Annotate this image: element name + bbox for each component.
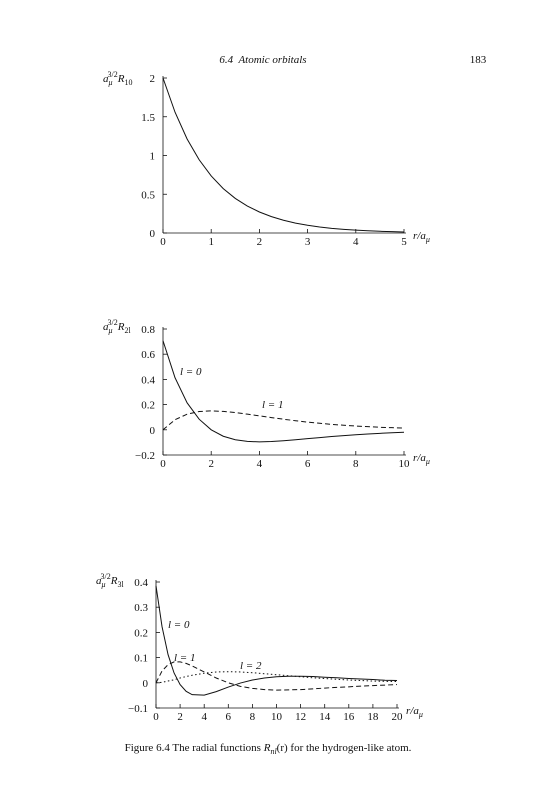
curve-label: l = 1 bbox=[262, 399, 283, 411]
y-axis-label-part: a bbox=[96, 575, 102, 587]
x-axis-label: r/aμ bbox=[413, 230, 430, 244]
x-axis-label: r/aμ bbox=[413, 452, 430, 466]
x-tick-label: 10 bbox=[271, 711, 283, 723]
curve bbox=[162, 410, 405, 431]
x-tick-label: 8 bbox=[250, 711, 256, 723]
x-tick-label: 0 bbox=[160, 236, 166, 248]
curve bbox=[155, 671, 398, 684]
y-tick-label: −0.2 bbox=[135, 450, 155, 462]
y-tick-label: 0.6 bbox=[141, 349, 155, 361]
y-tick-label: 1.5 bbox=[141, 112, 155, 124]
curve-label: l = 1 bbox=[174, 652, 195, 664]
y-axis-label: aμ3/2R10 bbox=[103, 70, 132, 87]
curve bbox=[162, 77, 405, 233]
curve-label: l = 2 bbox=[240, 660, 262, 672]
y-axis-label-part: μ bbox=[108, 78, 113, 87]
x-tick-label: 2 bbox=[257, 236, 263, 248]
y-tick-label: −0.1 bbox=[128, 703, 148, 715]
x-tick-label: 5 bbox=[401, 236, 407, 248]
x-axis-label-part: μ bbox=[425, 457, 430, 466]
figure-caption-part: for the hydrogen-like atom. bbox=[288, 742, 412, 754]
y-tick-label: 2 bbox=[150, 73, 156, 85]
y-axis-label-part: 10 bbox=[124, 78, 132, 87]
y-tick-label: 1 bbox=[150, 151, 156, 163]
x-tick-label: 6 bbox=[305, 458, 311, 470]
y-tick-label: 0.1 bbox=[134, 653, 148, 665]
x-tick-label: 1 bbox=[208, 236, 214, 248]
curve-label: l = 0 bbox=[168, 619, 190, 631]
running-head: 6.4 Atomic orbitals bbox=[219, 54, 306, 66]
y-tick-label: 0.2 bbox=[134, 627, 148, 639]
x-tick-label: 20 bbox=[392, 711, 404, 723]
y-axis-label-part: R bbox=[117, 73, 125, 85]
y-axis-label: aμ3/2R2l bbox=[103, 318, 131, 335]
x-tick-label: 4 bbox=[353, 236, 359, 248]
x-tick-label: 14 bbox=[319, 711, 331, 723]
figure-caption-part: (r) bbox=[277, 742, 288, 754]
y-tick-label: 0.5 bbox=[141, 189, 155, 201]
figure-caption-part: Figure 6.4 The radial functions bbox=[125, 742, 264, 754]
x-tick-label: 2 bbox=[208, 458, 214, 470]
y-axis-label-part: R bbox=[110, 575, 118, 587]
figure-caption: Figure 6.4 The radial functions Rnl(r) f… bbox=[125, 742, 412, 756]
y-tick-label: 0.4 bbox=[134, 577, 148, 589]
x-tick-label: 4 bbox=[201, 711, 207, 723]
x-axis-label-part: μ bbox=[425, 235, 430, 244]
y-tick-label: 0 bbox=[150, 228, 156, 240]
y-tick-label: 0.3 bbox=[134, 602, 148, 614]
curve bbox=[155, 585, 398, 696]
y-axis-label-part: 3l bbox=[117, 580, 124, 589]
x-tick-label: 2 bbox=[177, 711, 183, 723]
figure-caption-part: R bbox=[263, 742, 271, 754]
x-axis-label-part: r/a bbox=[413, 452, 426, 464]
y-axis-label-part: R bbox=[117, 321, 125, 333]
x-tick-label: 6 bbox=[226, 711, 232, 723]
x-tick-label: 0 bbox=[153, 711, 159, 723]
x-tick-label: 16 bbox=[343, 711, 355, 723]
x-axis-label-part: r/a bbox=[413, 230, 426, 242]
x-axis-label-part: μ bbox=[418, 710, 423, 719]
x-tick-label: 12 bbox=[295, 711, 306, 723]
x-axis-label-part: r/a bbox=[406, 705, 419, 717]
y-axis-label: aμ3/2R3l bbox=[96, 572, 124, 589]
curve-label: l = 0 bbox=[180, 366, 202, 378]
page-number: 183 bbox=[470, 54, 487, 66]
y-axis-label-part: 3/2 bbox=[101, 572, 111, 581]
figure-caption-part: nl bbox=[270, 747, 277, 756]
y-axis-label-part: 2l bbox=[124, 326, 131, 335]
x-tick-label: 4 bbox=[257, 458, 263, 470]
y-tick-label: 0 bbox=[143, 678, 149, 690]
y-tick-label: 0.2 bbox=[141, 400, 155, 412]
y-axis-label-part: a bbox=[103, 321, 109, 333]
y-tick-label: 0.8 bbox=[141, 324, 155, 336]
curve bbox=[162, 340, 405, 443]
x-tick-label: 3 bbox=[305, 236, 311, 248]
y-axis-label-part: μ bbox=[108, 326, 113, 335]
x-tick-label: 18 bbox=[367, 711, 379, 723]
y-tick-label: 0 bbox=[150, 425, 156, 437]
x-tick-label: 10 bbox=[399, 458, 411, 470]
y-tick-label: 0.4 bbox=[141, 374, 155, 386]
y-axis-label-part: 3/2 bbox=[108, 318, 118, 327]
y-axis-label-part: μ bbox=[101, 580, 106, 589]
y-axis-label-part: 3/2 bbox=[108, 70, 118, 79]
y-axis-label-part: a bbox=[103, 73, 109, 85]
x-axis-label: r/aμ bbox=[406, 705, 423, 719]
x-tick-label: 8 bbox=[353, 458, 359, 470]
curve bbox=[155, 661, 398, 691]
x-tick-label: 0 bbox=[160, 458, 166, 470]
